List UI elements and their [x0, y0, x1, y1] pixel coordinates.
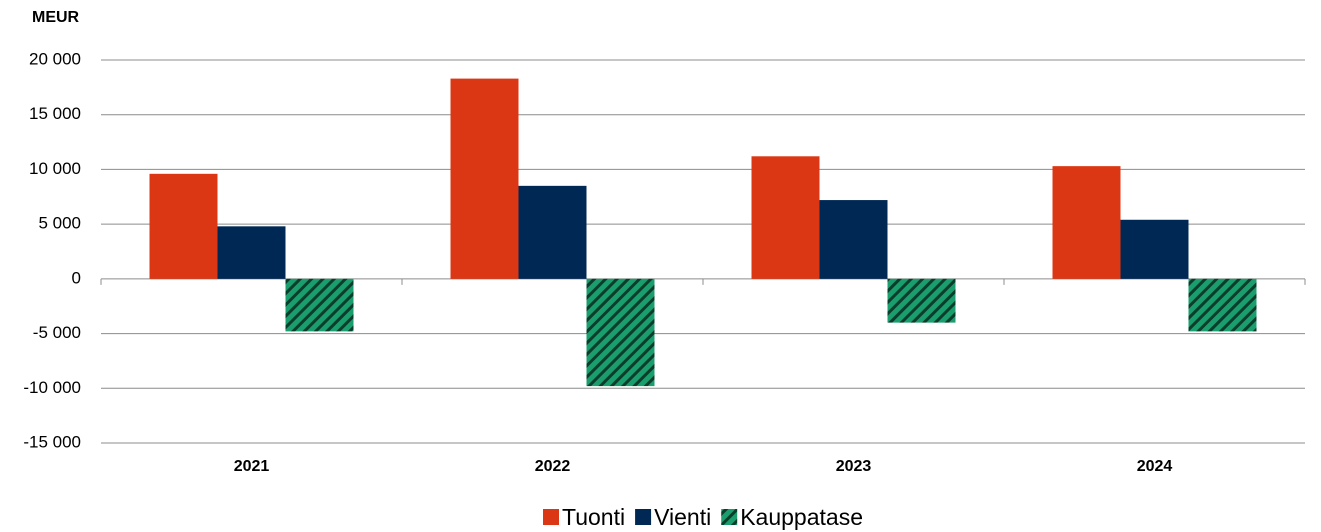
- y-tick-label: -5 000: [33, 323, 81, 342]
- legend-label: Tuonti: [562, 504, 625, 530]
- x-tick-label: 2023: [836, 458, 872, 475]
- y-tick-label: 10 000: [29, 159, 81, 178]
- legend-label: Kauppatase: [740, 504, 863, 530]
- bar: [751, 156, 820, 279]
- y-tick-label: -15 000: [23, 432, 81, 451]
- legend-swatch: [635, 509, 652, 525]
- bar: [586, 278, 655, 387]
- bar: [1120, 219, 1189, 279]
- bar: [149, 173, 218, 279]
- x-tick-label: 2021: [234, 458, 270, 475]
- bar: [887, 278, 956, 323]
- y-tick-label: 5 000: [38, 214, 81, 233]
- legend-swatch: [543, 509, 560, 525]
- y-tick-label: 15 000: [29, 104, 81, 123]
- bar: [285, 278, 354, 332]
- bar: [1188, 278, 1257, 332]
- bar: [217, 226, 286, 279]
- y-tick-label: -10 000: [23, 378, 81, 397]
- x-tick-label: 2022: [535, 458, 571, 475]
- y-axis-label: MEUR: [32, 9, 80, 26]
- bar: [1052, 166, 1121, 279]
- legend-swatch: [721, 509, 738, 525]
- bar: [819, 200, 888, 279]
- legend-label: Vienti: [654, 504, 711, 530]
- legend: Tuonti Vienti Kauppatase: [543, 504, 863, 530]
- y-tick-label: 20 000: [29, 49, 81, 68]
- y-tick-label: 0: [72, 268, 81, 287]
- x-tick-label: 2024: [1137, 458, 1173, 475]
- bar: [450, 78, 519, 279]
- bar: [518, 185, 587, 279]
